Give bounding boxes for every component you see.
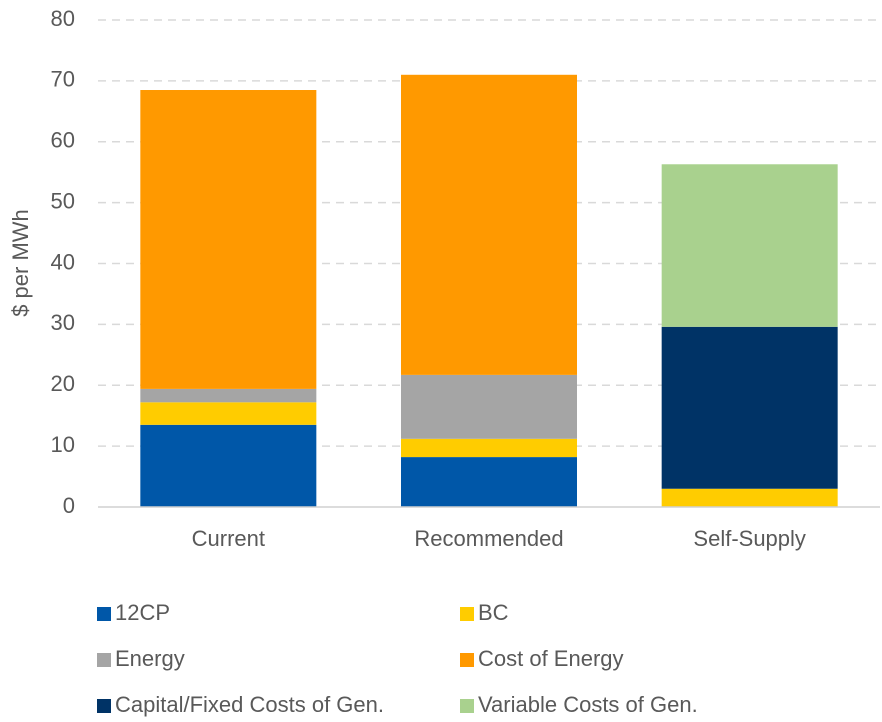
bar-segment bbox=[401, 438, 577, 458]
bar-segment bbox=[401, 374, 577, 439]
x-tick-label: Self-Supply bbox=[693, 526, 806, 551]
y-tick-label: 20 bbox=[51, 371, 75, 396]
y-tick-label: 10 bbox=[51, 432, 75, 457]
bar-segment bbox=[661, 164, 838, 327]
y-axis-title: $ per MWh bbox=[8, 209, 33, 317]
legend-swatch bbox=[460, 607, 474, 621]
legend-swatch bbox=[97, 699, 111, 713]
x-tick-label: Recommended bbox=[414, 526, 563, 551]
bar-segment bbox=[140, 402, 317, 425]
y-tick-label: 70 bbox=[51, 67, 75, 92]
legend-label: Variable Costs of Gen. bbox=[478, 692, 698, 717]
bar-segment bbox=[661, 326, 838, 489]
legend-swatch bbox=[460, 699, 474, 713]
y-tick-label: 50 bbox=[51, 188, 75, 213]
y-tick-label: 80 bbox=[51, 6, 75, 31]
y-tick-label: 30 bbox=[51, 310, 75, 335]
y-tick-label: 0 bbox=[63, 493, 75, 518]
bar-segment bbox=[401, 457, 577, 507]
y-tick-label: 60 bbox=[51, 128, 75, 153]
legend-label: BC bbox=[478, 600, 509, 625]
legend-label: Cost of Energy bbox=[478, 646, 624, 671]
legend-swatch bbox=[460, 653, 474, 667]
bar-segment bbox=[401, 74, 577, 375]
legend-label: Energy bbox=[115, 646, 185, 671]
legend-swatch bbox=[97, 607, 111, 621]
bar-segment bbox=[140, 90, 317, 389]
legend-swatch bbox=[97, 653, 111, 667]
y-tick-label: 40 bbox=[51, 249, 75, 274]
legend-label: 12CP bbox=[115, 600, 170, 625]
x-tick-label: Current bbox=[192, 526, 265, 551]
legend-label: Capital/Fixed Costs of Gen. bbox=[115, 692, 384, 717]
bar-segment bbox=[140, 424, 317, 507]
bar-segment bbox=[661, 488, 838, 507]
bar-segment bbox=[140, 388, 317, 403]
